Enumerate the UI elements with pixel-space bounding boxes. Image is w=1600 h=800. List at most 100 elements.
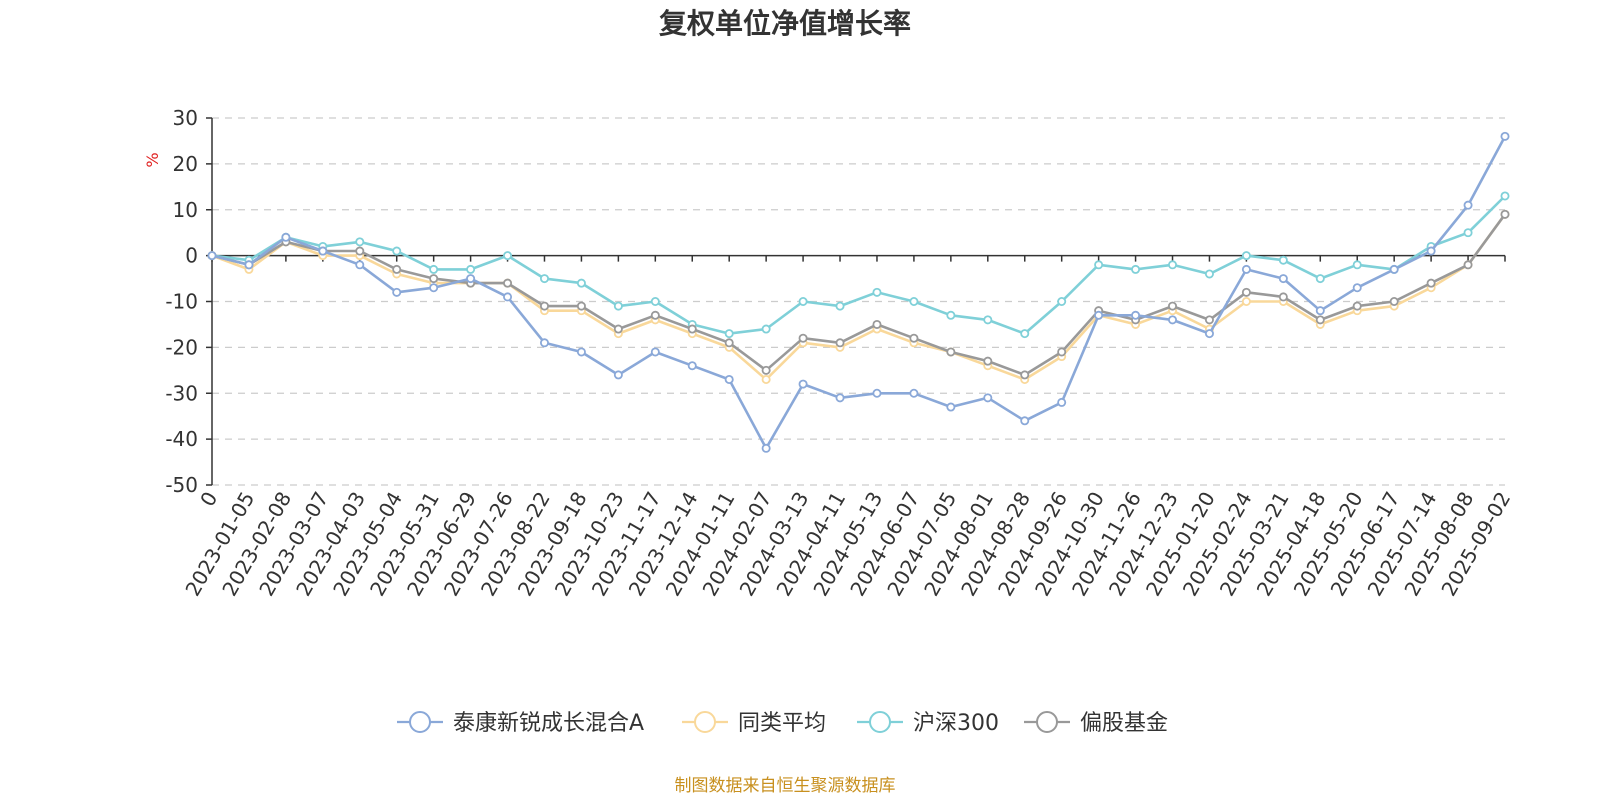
data-point xyxy=(1352,283,1362,293)
data-point xyxy=(281,232,291,242)
data-point xyxy=(798,333,808,343)
legend-item[interactable]: 偏股基金 xyxy=(1024,711,1168,736)
data-point xyxy=(466,274,476,284)
data-point xyxy=(1500,191,1510,201)
y-tick-label: -10 xyxy=(165,290,198,314)
data-point xyxy=(1315,315,1325,325)
data-point xyxy=(1057,397,1067,407)
y-tick-label: -50 xyxy=(165,473,198,497)
series-line xyxy=(211,213,1507,381)
legend-label: 同类平均 xyxy=(738,711,826,736)
legend-label: 偏股基金 xyxy=(1080,711,1168,736)
y-tick-label: 0 xyxy=(185,244,198,268)
data-point xyxy=(1131,310,1141,320)
data-point xyxy=(1241,296,1251,306)
legend[interactable]: 泰康新锐成长混合A 同类平均 沪深300 偏股基金 xyxy=(397,711,1168,736)
data-point xyxy=(909,333,919,343)
data-point xyxy=(761,443,771,453)
y-tick-labels: 30 20 10 0 -10 -20 -30 -40 -50 xyxy=(165,106,198,497)
data-point xyxy=(650,347,660,357)
data-point xyxy=(429,274,439,284)
series-1 xyxy=(207,209,1510,384)
data-point xyxy=(835,301,845,311)
legend-marker xyxy=(1036,711,1058,733)
data-point xyxy=(1352,301,1362,311)
data-point xyxy=(724,338,734,348)
y-tick-label: -40 xyxy=(165,427,198,451)
data-point xyxy=(872,319,882,329)
data-point xyxy=(761,374,771,384)
data-point xyxy=(244,260,254,270)
data-point xyxy=(1241,287,1251,297)
data-point xyxy=(1463,200,1473,210)
data-point xyxy=(1131,264,1141,274)
data-point xyxy=(1315,274,1325,284)
data-point xyxy=(576,301,586,311)
data-point xyxy=(1500,209,1510,219)
data-point xyxy=(798,379,808,389)
data-point xyxy=(503,292,513,302)
data-point xyxy=(429,283,439,293)
data-point xyxy=(687,324,697,334)
data-point xyxy=(1204,269,1214,279)
legend-item[interactable]: 同类平均 xyxy=(682,711,826,736)
data-point xyxy=(1204,315,1214,325)
series-0 xyxy=(207,131,1510,453)
series-3 xyxy=(207,209,1510,380)
data-point xyxy=(835,393,845,403)
legend-label: 泰康新锐成长混合A xyxy=(453,711,644,736)
data-point xyxy=(355,260,365,270)
data-point xyxy=(1020,329,1030,339)
series-line xyxy=(211,213,1507,377)
series-lines xyxy=(207,131,1510,453)
y-tick-label: -20 xyxy=(165,335,198,359)
x-tick-labels: 02023-01-052023-02-082023-03-072023-04-0… xyxy=(180,487,1515,600)
data-point xyxy=(1057,347,1067,357)
data-point xyxy=(835,338,845,348)
chart-title: 复权单位净值增长率 xyxy=(659,7,911,40)
data-point xyxy=(1463,228,1473,238)
data-point xyxy=(503,251,513,261)
data-point xyxy=(1204,329,1214,339)
data-point xyxy=(466,264,476,274)
data-point xyxy=(1020,370,1030,380)
data-point xyxy=(1463,260,1473,270)
data-point xyxy=(983,315,993,325)
data-point xyxy=(1094,310,1104,320)
data-point xyxy=(576,278,586,288)
data-point xyxy=(1426,246,1436,256)
data-point xyxy=(576,347,586,357)
legend-label: 沪深300 xyxy=(913,711,999,736)
data-point xyxy=(318,246,328,256)
series-line xyxy=(211,195,1506,335)
data-point xyxy=(983,393,993,403)
data-point xyxy=(946,310,956,320)
legend-item[interactable]: 泰康新锐成长混合A xyxy=(397,711,644,736)
legend-item[interactable]: 沪深300 xyxy=(857,711,999,736)
legend-marker xyxy=(869,711,891,733)
data-point xyxy=(613,324,623,334)
legend-marker xyxy=(409,711,431,733)
data-point xyxy=(761,324,771,334)
data-point xyxy=(761,365,771,375)
data-point xyxy=(724,329,734,339)
data-point xyxy=(1352,260,1362,270)
data-point xyxy=(1094,260,1104,270)
y-tick-label: 20 xyxy=(173,152,198,176)
data-point xyxy=(909,388,919,398)
data-point xyxy=(872,388,882,398)
y-tick-label: 10 xyxy=(173,198,198,222)
y-tick-label: 30 xyxy=(173,106,198,130)
data-point xyxy=(1389,264,1399,274)
data-point xyxy=(429,264,439,274)
data-point xyxy=(983,356,993,366)
data-point xyxy=(687,361,697,371)
legend-marker xyxy=(694,711,716,733)
data-point xyxy=(650,310,660,320)
data-point xyxy=(1168,315,1178,325)
data-point xyxy=(872,287,882,297)
data-point xyxy=(946,402,956,412)
data-point xyxy=(503,278,513,288)
data-point xyxy=(724,374,734,384)
